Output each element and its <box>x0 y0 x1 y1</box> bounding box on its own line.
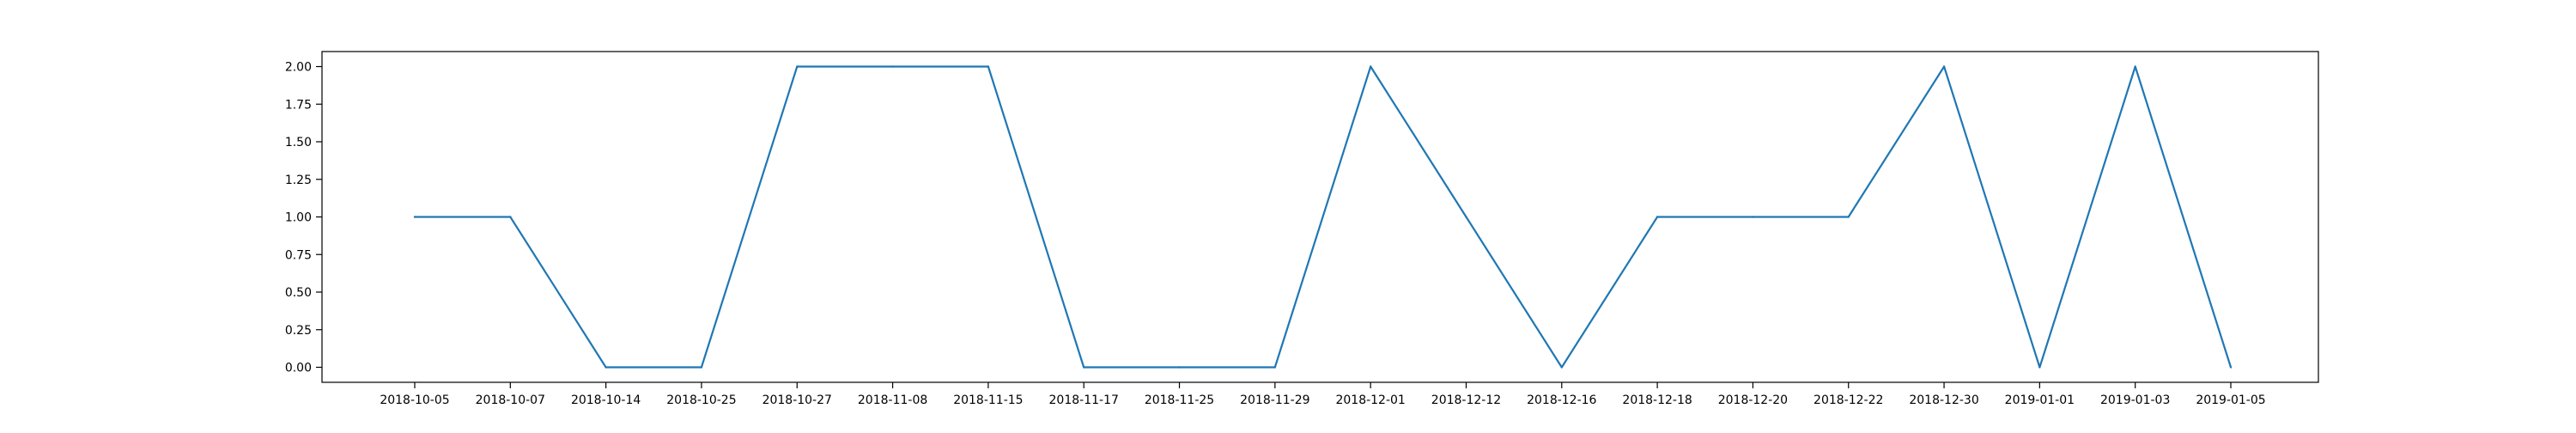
x-tick-label: 2018-12-30 <box>1909 393 1978 407</box>
data-point <box>2134 65 2136 68</box>
x-tick-label: 2018-10-05 <box>380 393 449 407</box>
x-axis: 2018-10-05 2018-10-07 2018-10-14 2018-10-25… <box>380 382 2266 407</box>
x-tick-label: 2018-10-27 <box>762 393 832 407</box>
y-tick-label: 0.50 <box>285 286 312 300</box>
x-tick-label: 2018-11-17 <box>1049 393 1119 407</box>
y-tick-label: 2.00 <box>285 61 312 75</box>
x-tick-label: 2018-10-25 <box>666 393 736 407</box>
data-point <box>1847 216 1850 218</box>
y-tick-label: 0.00 <box>285 362 312 375</box>
x-tick-label: 2018-12-16 <box>1527 393 1596 407</box>
data-point <box>1083 366 1085 369</box>
x-tick-label: 2018-11-08 <box>858 393 927 407</box>
x-tick-label: 2018-11-25 <box>1145 393 1214 407</box>
plot-area <box>321 51 2319 383</box>
data-point <box>1465 216 1467 218</box>
y-tick-label: 1.75 <box>285 98 312 112</box>
data-point <box>1273 366 1277 369</box>
x-tick-label: 2018-12-01 <box>1335 393 1405 407</box>
data-point <box>700 366 703 369</box>
x-tick-label: 2019-01-03 <box>2100 393 2170 407</box>
x-tick-label: 2019-01-01 <box>2005 393 2075 407</box>
data-point <box>1752 216 1754 218</box>
y-tick-label: 1.50 <box>285 136 312 149</box>
y-tick-label: 0.75 <box>285 248 312 262</box>
data-point <box>605 366 607 369</box>
y-tick-label: 1.00 <box>285 211 312 225</box>
data-point <box>1369 65 1372 68</box>
x-tick-label: 2018-11-29 <box>1240 393 1309 407</box>
x-tick-label: 2018-12-22 <box>1814 393 1883 407</box>
data-point <box>509 216 512 218</box>
data-point <box>796 65 799 68</box>
x-tick-label: 2018-12-18 <box>1622 393 1692 407</box>
x-tick-label: 2018-11-15 <box>953 393 1023 407</box>
series-line-0 <box>415 65 2233 369</box>
data-point <box>1656 216 1659 218</box>
x-tick-label: 2018-10-14 <box>571 393 641 407</box>
series-layer <box>413 65 2233 369</box>
data-point <box>1942 65 1946 68</box>
x-tick-label: 2018-12-20 <box>1718 393 1788 407</box>
data-point <box>2038 366 2041 369</box>
data-point <box>2229 366 2233 369</box>
x-tick-label: 2019-01-05 <box>2196 393 2265 407</box>
x-tick-label: 2018-10-07 <box>476 393 545 407</box>
y-axis: 0.00 0.25 0.50 0.75 1.00 1.25 1.50 1.75 2.00 <box>285 61 322 375</box>
y-tick-label: 1.25 <box>285 174 312 187</box>
y-tick-label: 0.25 <box>285 324 312 338</box>
x-tick-label: 2018-12-12 <box>1431 393 1501 407</box>
data-point <box>1560 366 1563 369</box>
data-point <box>413 216 416 218</box>
data-point <box>987 65 990 68</box>
data-point <box>891 65 894 68</box>
data-point <box>1178 366 1181 369</box>
